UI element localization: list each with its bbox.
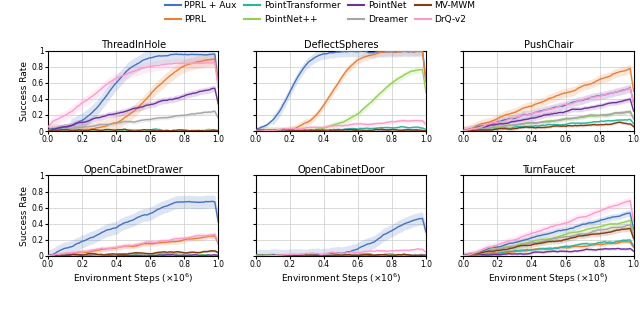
Title: DeflectSpheres: DeflectSpheres <box>303 40 378 50</box>
Title: TurnFaucet: TurnFaucet <box>522 165 575 175</box>
X-axis label: Environment Steps ($\times10^6$): Environment Steps ($\times10^6$) <box>488 272 609 286</box>
X-axis label: Environment Steps ($\times10^6$): Environment Steps ($\times10^6$) <box>73 272 193 286</box>
Legend: PPRL + Aux, PPRL, PointTransformer, PointNet++, PointNet, Dreamer, MV-MWM, DrQ-v: PPRL + Aux, PPRL, PointTransformer, Poin… <box>164 1 476 24</box>
Y-axis label: Success Rate: Success Rate <box>20 61 29 121</box>
Y-axis label: Success Rate: Success Rate <box>20 186 29 246</box>
Title: OpenCabinetDoor: OpenCabinetDoor <box>297 165 385 175</box>
Title: ThreadInHole: ThreadInHole <box>100 40 166 50</box>
Title: OpenCabinetDrawer: OpenCabinetDrawer <box>83 165 183 175</box>
X-axis label: Environment Steps ($\times10^6$): Environment Steps ($\times10^6$) <box>281 272 401 286</box>
Title: PushChair: PushChair <box>524 40 573 50</box>
